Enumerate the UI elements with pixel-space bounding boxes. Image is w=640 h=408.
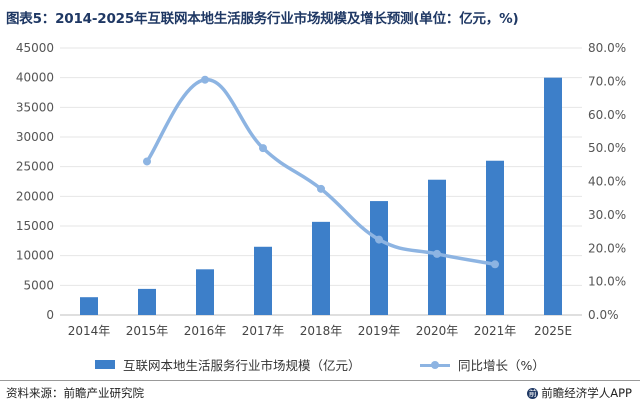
y-left-tick-label: 0 — [46, 308, 54, 322]
legend-bar-swatch — [95, 360, 115, 369]
x-tick-label: 2014年 — [68, 324, 111, 338]
growth-point-2 — [201, 75, 209, 84]
legend-label-market-size: 互联网本地生活服务行业市场规模（亿元） — [123, 358, 361, 373]
y-right-tick-label: 40.0% — [588, 175, 626, 189]
y-right-tick-label: 0.0% — [588, 308, 619, 322]
brand-credit: 前 前瞻经济学人APP — [527, 385, 632, 401]
footer-divider — [0, 380, 640, 381]
x-tick-label: 2016年 — [184, 324, 227, 338]
x-tick-label: 2021年 — [474, 324, 517, 338]
growth-point-4 — [317, 184, 325, 193]
brand-name: 前瞻经济学人APP — [541, 386, 632, 400]
chart-title: 图表5：2014-2025年互联网本地生活服务行业市场规模及增长预测(单位：亿元… — [6, 11, 519, 27]
y-left-tick-label: 40000 — [16, 71, 54, 85]
bar-7 — [428, 179, 446, 315]
legend-line-swatch — [420, 359, 450, 371]
growth-point-1 — [143, 157, 151, 166]
y-right-tick-label: 30.0% — [588, 208, 626, 222]
chart-legend: 互联网本地生活服务行业市场规模（亿元） 同比增长（%） — [0, 355, 640, 375]
bar-2 — [138, 288, 156, 315]
source-note: 资料来源：前瞻产业研究院 — [6, 386, 144, 400]
legend-label-growth: 同比增长（%） — [458, 358, 545, 373]
bar-5 — [312, 221, 330, 315]
y-right-tick-label: 20.0% — [588, 241, 626, 255]
y-left-tick-label: 10000 — [16, 249, 54, 263]
brand-logo-icon: 前 — [527, 387, 539, 399]
y-right-tick-label: 70.0% — [588, 74, 626, 88]
bar-8 — [486, 160, 504, 315]
growth-point-7 — [491, 260, 499, 269]
y-left-tick-label: 30000 — [16, 130, 54, 144]
x-tick-label: 2025E — [534, 324, 572, 338]
x-tick-label: 2019年 — [358, 324, 401, 338]
growth-point-6 — [433, 249, 441, 258]
bar-4 — [254, 246, 272, 315]
y-left-tick-label: 15000 — [16, 219, 54, 233]
bar-3 — [196, 269, 214, 315]
y-right-tick-label: 10.0% — [588, 275, 626, 289]
legend-item-growth: 同比增长（%） — [420, 355, 545, 374]
growth-point-3 — [259, 144, 267, 153]
y-right-tick-label: 80.0% — [588, 41, 626, 55]
y-left-tick-label: 20000 — [16, 189, 54, 203]
bar-9 — [544, 77, 562, 316]
bar-6 — [370, 201, 388, 315]
x-tick-label: 2017年 — [242, 324, 285, 338]
y-left-tick-label: 45000 — [16, 41, 54, 55]
y-left-tick-label: 5000 — [23, 278, 54, 292]
x-tick-label: 2020年 — [416, 324, 459, 338]
y-left-tick-label: 25000 — [16, 160, 54, 174]
chart-area: 0 5000 10000 15000 20000 25000 30000 35000 40000… — [16, 41, 626, 338]
y-right-tick-label: 50.0% — [588, 141, 626, 155]
legend-item-market-size: 互联网本地生活服务行业市场规模（亿元） — [95, 355, 361, 374]
bar-1 — [80, 297, 98, 315]
y-left-tick-label: 35000 — [16, 100, 54, 114]
x-tick-label: 2015年 — [126, 324, 169, 338]
growth-point-5 — [375, 235, 383, 244]
x-tick-label: 2018年 — [300, 324, 343, 338]
y-right-tick-label: 60.0% — [588, 108, 626, 122]
